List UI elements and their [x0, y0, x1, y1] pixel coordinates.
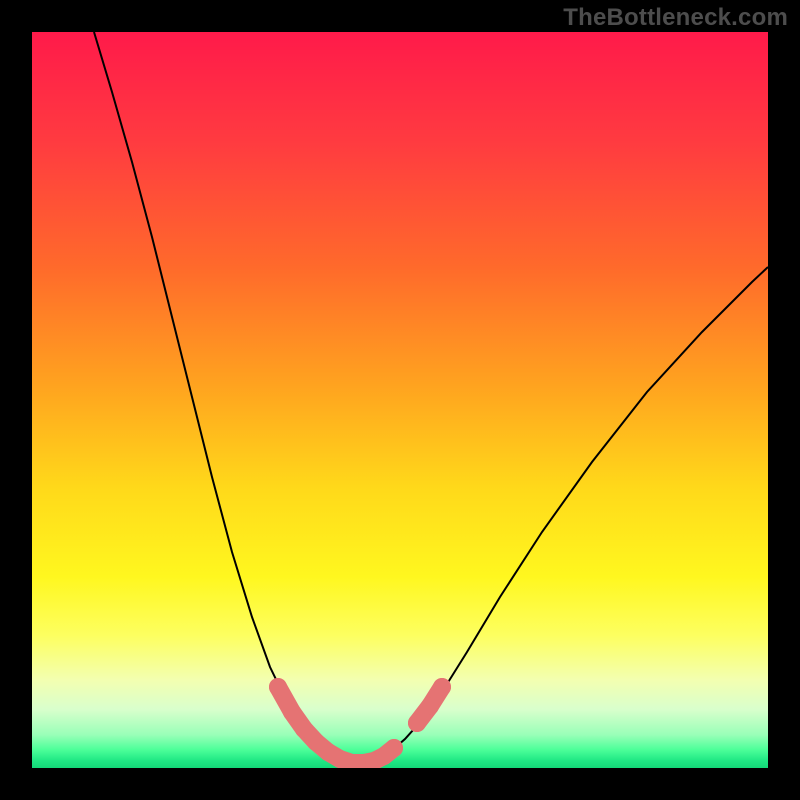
curve-layer	[32, 32, 768, 768]
watermark-text: TheBottleneck.com	[563, 4, 788, 32]
outer-frame: TheBottleneck.com	[0, 0, 800, 800]
highlight-marker	[385, 739, 403, 757]
highlight-marker	[433, 678, 451, 696]
main-curve	[94, 32, 768, 763]
highlight-marker	[283, 703, 301, 721]
highlight-marker	[269, 678, 287, 696]
highlight-marker	[408, 714, 426, 732]
plot-area	[32, 32, 768, 768]
highlight-marker	[421, 697, 439, 715]
